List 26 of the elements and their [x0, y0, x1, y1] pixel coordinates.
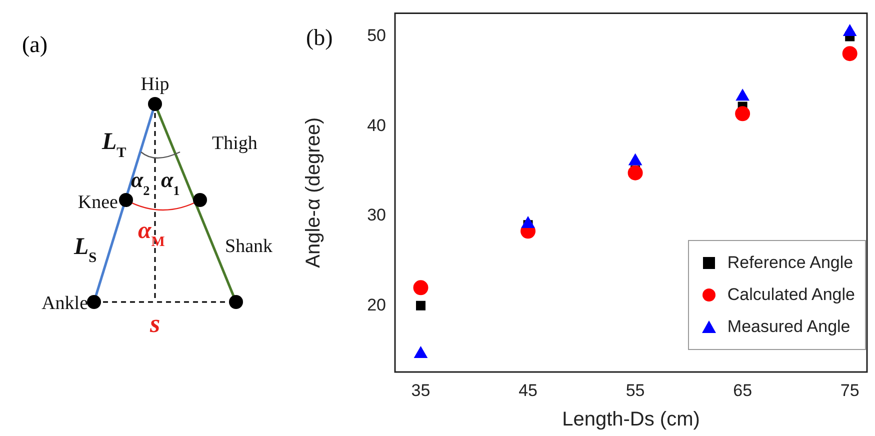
y-tick-label: 30: [367, 206, 386, 225]
point: [413, 280, 428, 296]
legend-label: Calculated Angle: [727, 285, 855, 305]
x-tick-label: 75: [840, 380, 860, 400]
point: [416, 300, 426, 310]
legend-label: Measured Angle: [727, 317, 850, 337]
y-tick-label: 50: [367, 26, 386, 46]
y-axis-title: Angle-α (degree): [302, 117, 325, 268]
x-tick-label: 65: [733, 380, 752, 400]
x-tick-label: 35: [411, 380, 430, 400]
text: (a): [22, 32, 48, 57]
point: [628, 165, 643, 180]
text: (b): [306, 25, 333, 50]
point: [843, 24, 856, 36]
x-tick-label: 55: [626, 380, 645, 400]
point: [521, 216, 535, 228]
x-tick-label: 45: [518, 380, 538, 400]
legend-label: Reference Angle: [727, 253, 854, 273]
point: [736, 89, 750, 101]
y-tick-label: 40: [367, 116, 386, 135]
point: [414, 346, 428, 358]
x-axis-title: Length-Ds (cm): [562, 408, 700, 431]
y-tick-label: 20: [367, 295, 386, 314]
point: [735, 106, 750, 122]
point: [628, 154, 642, 166]
point: [842, 46, 858, 62]
